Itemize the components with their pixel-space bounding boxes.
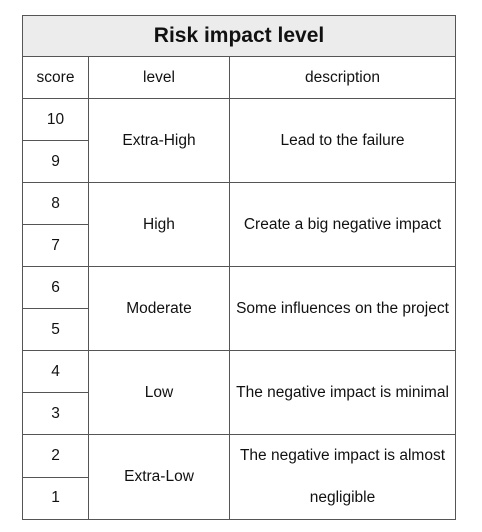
table-title: Risk impact level — [22, 15, 456, 57]
table-row: 8 High Create a big negative impact — [22, 182, 456, 267]
level-cell: Extra-Low — [88, 434, 230, 520]
table-row: 3 — [22, 392, 456, 435]
title-row: Risk impact level — [22, 15, 456, 57]
score-cell: 5 — [22, 308, 89, 351]
description-text: Lead to the failure — [280, 131, 405, 149]
score-cell: 7 — [22, 224, 89, 267]
table-row: 1 — [22, 476, 456, 520]
description-cell: The negative impact is almost negligible — [229, 434, 456, 520]
header-score: score — [22, 56, 89, 99]
table-row: 4 Low The negative impact is minimal — [22, 350, 456, 435]
level-cell: Extra-High — [88, 98, 230, 183]
header-level: level — [88, 56, 230, 99]
description-cell: Create a big negative impact — [229, 182, 456, 267]
score-cell: 2 — [22, 434, 89, 478]
score-cell: 4 — [22, 350, 89, 393]
score-cell: 8 — [22, 182, 89, 225]
score-cell: 3 — [22, 392, 89, 435]
score-cell: 6 — [22, 266, 89, 309]
table-row: 10 Extra-High Lead to the failure — [22, 98, 456, 183]
risk-impact-table: Risk impact level score level descriptio… — [22, 15, 456, 520]
table-row: 6 Moderate Some influences on the projec… — [22, 266, 456, 351]
description-text: The negative impact is minimal — [236, 383, 449, 401]
description-text: Some influences on the project — [236, 299, 449, 317]
header-description: description — [229, 56, 456, 99]
level-cell: Moderate — [88, 266, 230, 351]
description-text: The negative impact is almost negligible — [239, 447, 446, 506]
description-cell: Lead to the failure — [229, 98, 456, 183]
level-cell: High — [88, 182, 230, 267]
level-cell: Low — [88, 350, 230, 435]
header-row: score level description — [22, 56, 456, 99]
score-cell: 1 — [22, 476, 89, 520]
description-cell: Some influences on the project — [229, 266, 456, 351]
description-text: Create a big negative impact — [243, 215, 442, 233]
description-cell: The negative impact is minimal — [229, 350, 456, 435]
score-cell: 9 — [22, 140, 89, 183]
score-cell: 10 — [22, 98, 89, 141]
table-row: 2 Extra-Low The negative impact is almos… — [22, 434, 456, 520]
table-row: 9 — [22, 140, 456, 183]
